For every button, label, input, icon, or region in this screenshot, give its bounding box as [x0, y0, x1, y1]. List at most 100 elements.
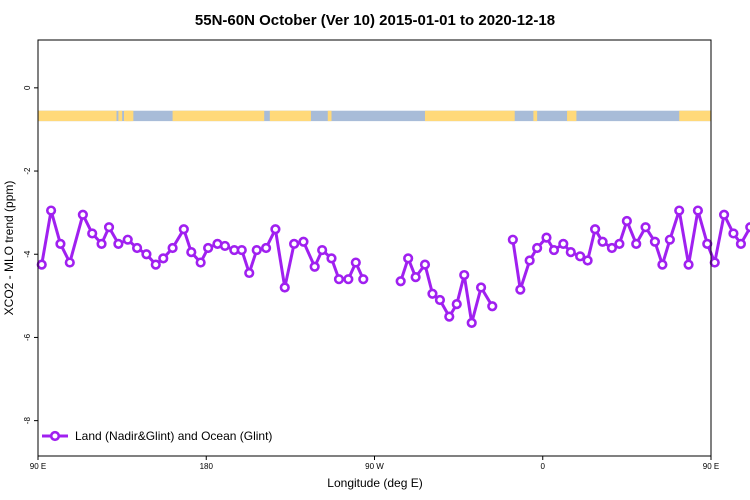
- data-point: [718, 209, 730, 220]
- data-point: [657, 259, 668, 270]
- data-point: [141, 249, 152, 260]
- y-tick-label: -2: [23, 167, 32, 175]
- data-point: [113, 238, 124, 249]
- legend: Land (Nadir&Glint) and Ocean (Glint): [42, 429, 272, 443]
- legend-marker: [49, 430, 61, 442]
- data-point: [597, 236, 608, 247]
- data-point: [289, 238, 300, 249]
- y-tick-label: 0: [23, 85, 32, 90]
- data-point: [582, 255, 593, 266]
- data-point: [692, 205, 704, 216]
- x-tick-label: 90 E: [30, 462, 46, 471]
- data-point: [251, 244, 262, 256]
- data-point: [631, 238, 642, 249]
- data-point: [621, 215, 632, 227]
- data-point: [167, 242, 178, 254]
- data-point: [558, 238, 569, 249]
- data-point: [575, 251, 586, 262]
- data-point: [158, 253, 169, 264]
- x-tick-label: 90 E: [703, 462, 719, 471]
- x-tick-label: 180: [200, 462, 214, 471]
- land-band: [679, 110, 711, 122]
- data-point: [614, 238, 625, 249]
- data-point: [410, 272, 421, 283]
- data-point: [298, 236, 309, 247]
- data-point: [419, 259, 431, 270]
- data-point: [279, 282, 290, 293]
- data-point: [683, 259, 694, 270]
- data-point: [343, 274, 354, 285]
- legend-label: Land (Nadir&Glint) and Ocean (Glint): [75, 429, 272, 443]
- data-point: [649, 236, 661, 247]
- data-point: [674, 205, 685, 216]
- data-point: [434, 294, 446, 306]
- data-point: [122, 234, 133, 245]
- y-axis: 0 -2 -4 -6 -8: [23, 85, 38, 424]
- data-point: [195, 257, 206, 268]
- data-point: [459, 269, 470, 281]
- data-point: [466, 317, 477, 328]
- data-point: [427, 288, 438, 299]
- data-point: [270, 224, 281, 235]
- data-point: [178, 224, 189, 235]
- data-point: [589, 224, 601, 235]
- land-band: [125, 110, 134, 122]
- data-point: [515, 284, 526, 295]
- data-point: [702, 238, 713, 249]
- data-point: [507, 234, 518, 245]
- data-point: [219, 240, 231, 252]
- data-point: [606, 242, 618, 254]
- data-point: [475, 282, 487, 293]
- data-point: [236, 244, 247, 256]
- land-band: [327, 110, 332, 122]
- land-band: [38, 110, 117, 122]
- data-point: [87, 228, 98, 239]
- series-points: [36, 205, 750, 328]
- data-point: [664, 234, 675, 245]
- data-point: [244, 267, 255, 279]
- data-point: [487, 301, 498, 312]
- data-point: [64, 257, 75, 268]
- data-point: [403, 253, 414, 264]
- ocean-band: [38, 110, 711, 122]
- y-tick-label: -4: [23, 250, 32, 258]
- y-tick-label: -6: [23, 333, 32, 341]
- data-point: [524, 255, 535, 266]
- data-point: [77, 209, 88, 220]
- data-point: [532, 242, 543, 254]
- data-point: [326, 253, 337, 264]
- data-point: [395, 276, 406, 287]
- data-point: [444, 311, 455, 322]
- land-band: [118, 110, 123, 122]
- x-axis-label: Longitude (deg E): [327, 476, 422, 490]
- land-band: [533, 110, 538, 122]
- data-point: [186, 247, 197, 258]
- x-tick-label: 0: [541, 462, 546, 471]
- data-point: [735, 238, 747, 249]
- land-band: [172, 110, 265, 122]
- data-point: [131, 242, 143, 254]
- land-ocean-strip: [38, 110, 711, 122]
- y-axis-label: XCO2 - MLO trend (ppm): [2, 181, 16, 316]
- data-point: [103, 222, 115, 233]
- data-point: [358, 274, 369, 285]
- y-tick-label: -8: [23, 417, 32, 425]
- x-tick-label: 90 W: [365, 462, 384, 471]
- data-point: [45, 205, 57, 216]
- data-point: [150, 259, 161, 270]
- plot-background: [38, 40, 711, 456]
- x-axis: 90 E 180 90 W 0 90 E: [30, 456, 719, 471]
- data-point: [36, 259, 47, 270]
- data-point: [709, 257, 720, 268]
- data-point: [309, 261, 320, 272]
- data-point: [333, 274, 345, 285]
- data-point: [548, 244, 560, 256]
- data-point: [745, 222, 750, 233]
- data-point: [317, 244, 328, 256]
- data-point: [728, 228, 739, 239]
- data-point: [640, 222, 651, 233]
- data-point: [96, 238, 107, 249]
- land-band: [269, 110, 311, 122]
- data-point: [541, 232, 552, 243]
